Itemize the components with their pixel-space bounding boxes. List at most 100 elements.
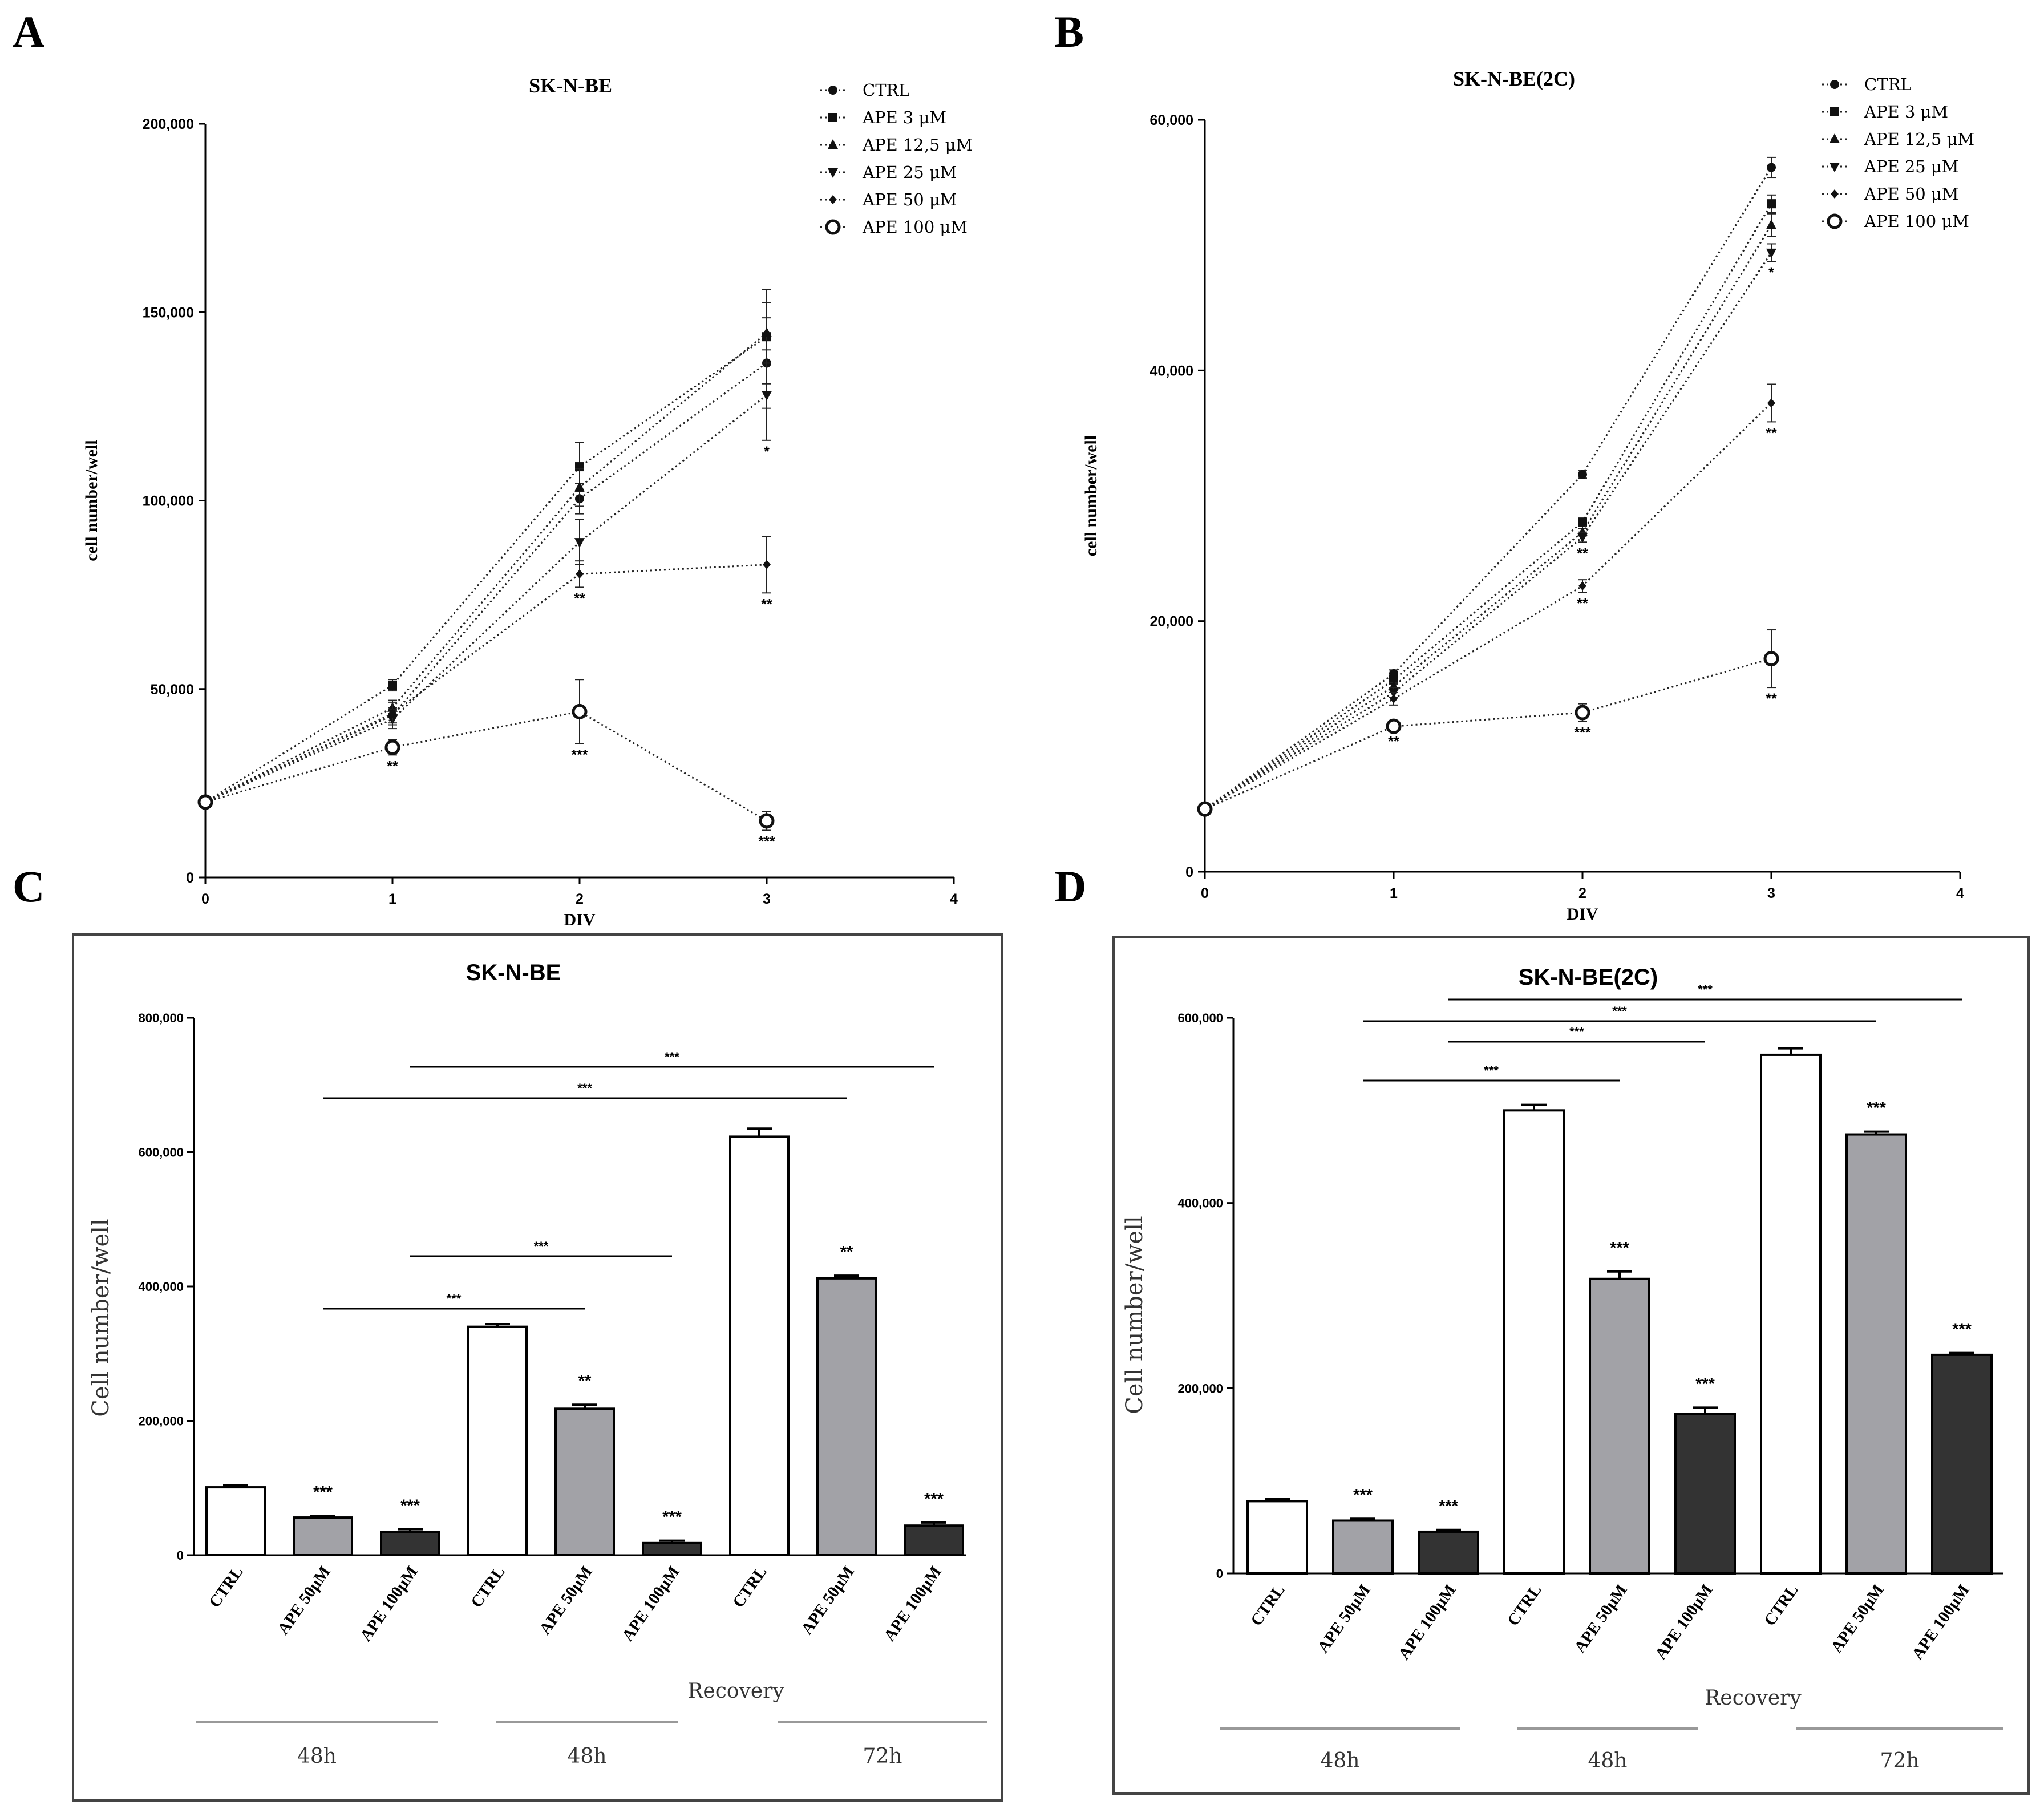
significance-label: *** <box>1695 1375 1715 1393</box>
legend-marker <box>1830 163 1840 172</box>
y-axis-label: cell number/well <box>82 440 101 561</box>
series-line-0 <box>1204 167 1772 810</box>
y-tick-label: 60,000 <box>1150 112 1193 128</box>
group-label: 48h <box>1321 1749 1360 1772</box>
bar-1 <box>1332 1519 1394 1575</box>
panel-letter-b: B <box>1054 7 1084 56</box>
y-axis-label: Cell number/well <box>1122 1216 1148 1414</box>
data-point-5-3 <box>759 813 775 829</box>
data-point-0-3 <box>1767 163 1776 172</box>
y-tick-label: 200,000 <box>1177 1381 1223 1395</box>
bar-4 <box>554 1407 615 1556</box>
comparison-label: *** <box>665 1050 679 1064</box>
legend-marker <box>1830 80 1839 89</box>
chart-title: SK-N-BE <box>466 960 561 985</box>
significance-label: *** <box>313 1483 333 1502</box>
data-point-4-1 <box>1390 694 1398 703</box>
significance-label: ** <box>1766 691 1777 707</box>
y-tick-label: 150,000 <box>143 305 194 321</box>
panel-frame <box>72 933 1003 1802</box>
series-line-3 <box>1204 252 1772 810</box>
category-label: APE 100μM <box>880 1563 945 1645</box>
data-point-5-3 <box>1763 651 1779 667</box>
legend-marker <box>1827 213 1843 229</box>
data-point-2-2 <box>574 481 585 492</box>
y-tick-label: 100,000 <box>143 493 194 509</box>
line-chart-a: SK-N-BE DIV cell number/well 0 50,000 100,000… <box>82 74 973 929</box>
legend-label: CTRL <box>1864 75 1912 94</box>
y-tick-label: 0 <box>186 870 194 886</box>
data-point-1-2 <box>1578 517 1587 527</box>
significance-label: *** <box>1353 1486 1373 1504</box>
bar-2 <box>380 1531 440 1557</box>
bar-4 <box>1589 1277 1650 1575</box>
group-label: 72h <box>863 1745 902 1768</box>
y-tick-label: 20,000 <box>1150 614 1193 630</box>
comparison-label: *** <box>534 1239 549 1253</box>
bar-8 <box>904 1524 964 1556</box>
legend-label: APE 100 μM <box>862 217 968 237</box>
significance-label: ** <box>578 1372 592 1390</box>
data-point-4-3 <box>1767 398 1775 408</box>
significance-label: * <box>1768 265 1774 281</box>
legend-marker <box>828 113 837 122</box>
data-point-1-1 <box>388 681 397 690</box>
data-point-1-3 <box>1767 199 1776 209</box>
y-tick-label: 400,000 <box>1177 1196 1223 1211</box>
data-point-5-1 <box>384 739 400 755</box>
category-label: CTRL <box>729 1563 770 1611</box>
panel-letter-a: A <box>13 7 44 56</box>
legend-label: APE 12,5 μM <box>862 135 973 155</box>
legend-marker <box>1831 189 1839 199</box>
legend-marker <box>828 168 838 178</box>
category-label: CTRL <box>1504 1581 1545 1629</box>
bar-7 <box>816 1277 877 1557</box>
series-line-4 <box>205 564 767 803</box>
significance-label: *** <box>758 833 775 849</box>
legend-label: CTRL <box>863 80 910 100</box>
comparison-label: *** <box>1612 1004 1627 1018</box>
data-point-5-0 <box>197 794 213 810</box>
comparison-label: *** <box>577 1081 592 1095</box>
series-line-5 <box>205 710 767 822</box>
bar-1 <box>293 1516 353 1557</box>
x-tick-label: 4 <box>1956 885 1964 901</box>
comparison-label: *** <box>1698 982 1713 997</box>
legend-label: APE 25 μM <box>862 163 957 182</box>
data-point-4-3 <box>763 560 771 569</box>
legend-marker <box>829 195 837 204</box>
series-line-0 <box>205 362 767 803</box>
legend-label: APE 50 μM <box>862 190 957 209</box>
y-tick-label: 40,000 <box>1150 363 1193 379</box>
x-axis-label: DIV <box>1567 905 1598 924</box>
category-label: CTRL <box>467 1563 508 1611</box>
data-point-5-2 <box>1575 705 1590 721</box>
x-axis-label: DIV <box>564 910 595 929</box>
significance-label: ** <box>387 758 398 774</box>
y-tick-label: 0 <box>1216 1567 1223 1581</box>
significance-label: ** <box>761 596 772 612</box>
data-point-4-1 <box>388 709 396 718</box>
panel-letter-c: C <box>13 861 44 911</box>
legend-marker <box>828 139 838 149</box>
data-point-3-2 <box>574 538 585 548</box>
comparison-label: *** <box>447 1292 462 1306</box>
significance-label: *** <box>1439 1498 1459 1516</box>
significance-label: *** <box>662 1508 682 1527</box>
y-tick-label: 0 <box>1185 864 1193 880</box>
bar-5 <box>642 1541 702 1556</box>
x-tick-label: 4 <box>950 891 958 907</box>
category-label: CTRL <box>1247 1581 1288 1629</box>
data-point-0-2 <box>1578 470 1587 479</box>
data-point-4-2 <box>1578 581 1586 591</box>
category-label: APE 50μM <box>798 1563 857 1638</box>
category-label: APE 100μM <box>1908 1581 1973 1663</box>
significance-label: ** <box>1577 545 1588 561</box>
legend-label: APE 3 μM <box>862 108 946 127</box>
panel-frame <box>1112 936 2030 1795</box>
bar-0 <box>1246 1500 1308 1575</box>
series-line-1 <box>1204 203 1772 810</box>
data-point-5-2 <box>572 703 588 719</box>
category-label: APE 100μM <box>618 1563 683 1645</box>
bar-3 <box>1503 1109 1565 1575</box>
